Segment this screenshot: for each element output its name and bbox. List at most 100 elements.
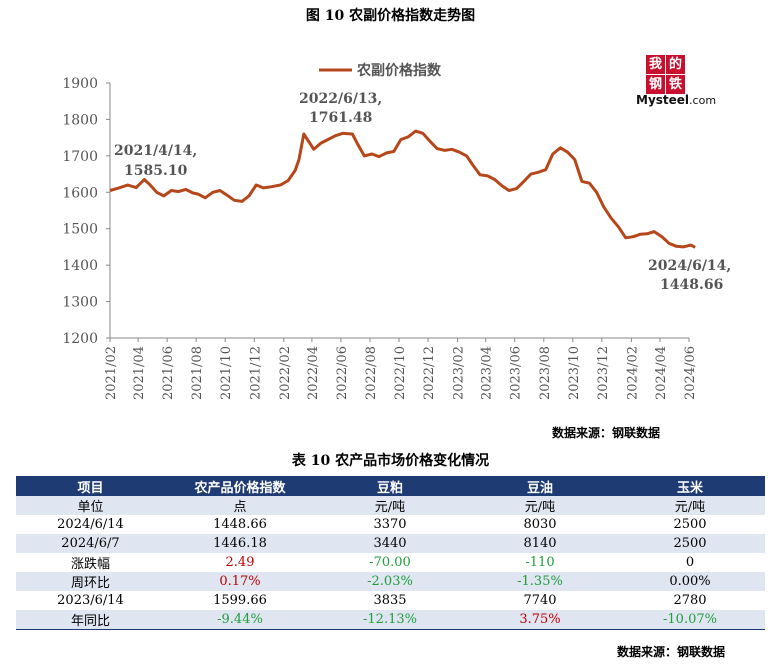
header-item: 项目	[77, 480, 104, 496]
table-cell: 1448.66	[213, 517, 267, 532]
table-cell: 8030	[523, 517, 557, 532]
table-row: 涨跌幅 2.49 -70.00 -110 0	[16, 553, 765, 572]
x-tick-label: 2022/08	[364, 346, 379, 400]
annotation-date: 2021/4/14,	[114, 143, 197, 159]
chart-source-note: 数据来源：钢联数据	[552, 426, 661, 440]
logo-brand-suffix: .com	[689, 94, 717, 107]
table-row: 2024/6/14 1448.66 3370 8030 2500	[16, 515, 765, 534]
logo-block: 铁	[666, 75, 685, 94]
mysteel-logo: 我 的 钢 铁 Mysteel.com	[636, 55, 722, 111]
x-tick-label: 2021/10	[219, 346, 234, 400]
table-cell: 2500	[673, 536, 707, 551]
table-cell: 周环比	[70, 576, 110, 591]
table-cell: 1446.18	[213, 536, 267, 551]
header-index: 农产品价格指数	[194, 480, 286, 496]
chart-title: 图 10 农副价格指数走势图	[305, 8, 476, 24]
table-cell: -10.07%	[663, 612, 717, 627]
logo-block: 钢	[646, 75, 665, 94]
table-cell: 3370	[373, 517, 407, 532]
table-header-row: 项目 农产品价格指数 豆粕 豆油 玉米	[16, 476, 765, 496]
logo-block: 的	[666, 55, 685, 74]
header-soyoil: 豆油	[526, 480, 553, 496]
table-cell: 3440	[373, 536, 407, 551]
x-tick-label: 2022/06	[335, 346, 350, 400]
table-row: 单位 点 元/吨 元/吨 元/吨	[16, 496, 765, 515]
x-tick-label: 2022/10	[393, 346, 408, 400]
x-tick-label: 2024/02	[625, 346, 640, 400]
table-cell: 8140	[523, 536, 557, 551]
x-tick-label: 2023/10	[567, 346, 582, 400]
y-tick-label: 1400	[62, 258, 98, 274]
y-tick-label: 1300	[62, 295, 98, 311]
table-cell: 2500	[673, 517, 707, 532]
table-cell: 0.17%	[219, 574, 261, 589]
table-row: 2024/6/7 1446.18 3440 8140 2500	[16, 534, 765, 553]
table-cell: -70.00	[369, 555, 411, 570]
x-tick-label: 2021/02	[104, 346, 119, 400]
logo-block: 我	[646, 55, 665, 74]
logo-brand: Mysteel.com	[636, 93, 716, 107]
x-tick-label: 2023/12	[596, 346, 611, 400]
table-row: 年同比 -9.44% -12.13% 3.75% -10.07%	[16, 610, 765, 630]
table-cell: -1.35%	[517, 574, 563, 589]
x-tick-label: 2021/04	[132, 346, 147, 400]
x-tick-label: 2023/04	[480, 346, 495, 400]
table-cell: -110	[525, 555, 555, 570]
x-tick-label: 2023/06	[509, 346, 524, 400]
table-cell: -9.44%	[217, 612, 263, 627]
header-soymeal: 豆粕	[376, 480, 403, 496]
table-cell: 点	[233, 500, 247, 515]
annotation-value: 1761.48	[309, 110, 372, 126]
table-cell: -12.13%	[363, 612, 417, 627]
annotation-value: 1585.10	[124, 163, 188, 179]
table-cell: 元/吨	[374, 500, 406, 515]
x-tick-label: 2022/04	[306, 346, 321, 400]
table-cell: 2023/6/14	[57, 593, 124, 608]
x-tick-label: 2022/12	[422, 346, 437, 400]
x-tick-label: 2024/06	[683, 346, 698, 400]
annotation-date: 2022/6/13,	[299, 91, 382, 107]
logo-brand-main: Mysteel	[636, 93, 690, 107]
y-tick-label: 1600	[62, 185, 98, 201]
header-corn: 玉米	[676, 480, 703, 496]
annotation-value: 1448.66	[660, 277, 723, 293]
price-change-table: 项目 农产品价格指数 豆粕 豆油 玉米 单位点元/吨 元/吨 元/吨 2024/6/1…	[16, 476, 765, 630]
x-tick-label: 2021/06	[161, 346, 176, 400]
logo-blocks: 我 的 钢 铁	[646, 55, 685, 94]
table-cell: 元/吨	[674, 500, 706, 515]
table-cell: 7740	[523, 593, 557, 608]
table-cell: 元/吨	[524, 500, 556, 515]
y-tick-label: 1200	[62, 331, 98, 347]
table-title: 表 10 农产品市场价格变化情况	[291, 453, 490, 469]
table-cell: 2780	[673, 593, 707, 608]
price-index-chart: 1200 1300 1400 1500 1600 1700 1800 1900 2021/02 2…	[62, 62, 731, 400]
y-tick-label: 1800	[62, 112, 98, 128]
x-tick-label: 2021/08	[190, 346, 205, 400]
table-cell: 涨跌幅	[70, 557, 110, 572]
y-tick-label: 1500	[62, 222, 98, 238]
x-tick-label: 2023/08	[538, 346, 553, 400]
table-row: 2023/6/14 1599.66 3835 7740 2780	[16, 591, 765, 610]
legend-label: 农副价格指数	[356, 62, 442, 79]
table-cell: -2.03%	[367, 574, 413, 589]
table-cell: 0.00%	[669, 574, 711, 589]
table-cell: 2.49	[225, 555, 255, 570]
table-cell: 3835	[373, 593, 407, 608]
table-cell: 0	[685, 555, 695, 570]
x-tick-label: 2023/02	[452, 346, 467, 400]
table-cell: 2024/6/14	[57, 517, 124, 532]
table-cell: 2024/6/7	[61, 536, 120, 551]
table-cell: 1599.66	[213, 593, 267, 608]
series-line-nongfu-index	[109, 129, 696, 249]
annotation-date: 2024/6/14,	[648, 258, 731, 274]
y-tick-label: 1700	[62, 149, 98, 165]
table-cell: 3.75%	[519, 612, 561, 627]
y-tick-label: 1900	[62, 76, 98, 92]
x-tick-label: 2021/12	[248, 346, 263, 400]
table-row: 周环比 0.17% -2.03% -1.35% 0.00%	[16, 572, 765, 591]
table-cell: 年同比	[70, 614, 110, 629]
x-tick-label: 2022/02	[278, 346, 293, 400]
table-cell: 单位	[77, 500, 104, 515]
x-tick-label: 2024/04	[654, 346, 669, 400]
table-source-note: 数据来源：钢联数据	[617, 645, 726, 659]
